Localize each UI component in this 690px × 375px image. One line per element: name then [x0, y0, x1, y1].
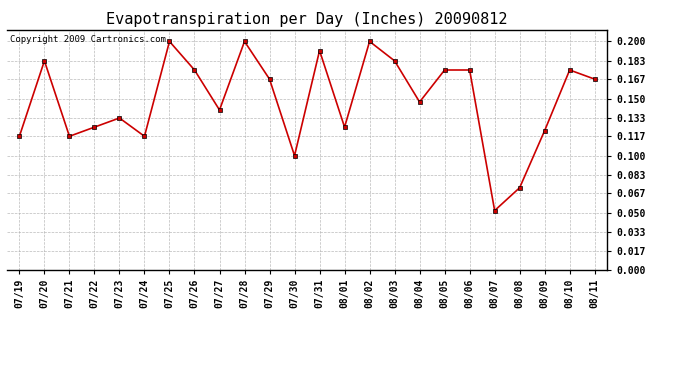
Title: Evapotranspiration per Day (Inches) 20090812: Evapotranspiration per Day (Inches) 2009… — [106, 12, 508, 27]
Text: Copyright 2009 Cartronics.com: Copyright 2009 Cartronics.com — [10, 35, 166, 44]
